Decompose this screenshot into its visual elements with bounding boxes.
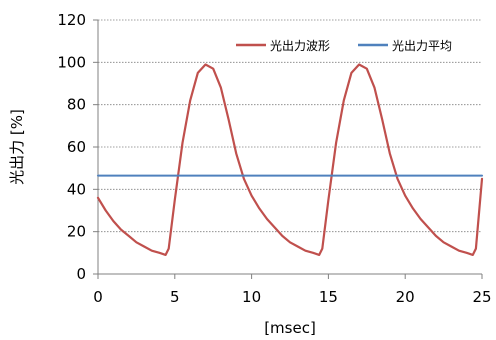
x-tick-label: 0: [93, 288, 103, 306]
y-tick-label: 0: [76, 265, 86, 283]
legend-label-1: 光出力波形: [270, 39, 330, 53]
x-tick-label: 5: [170, 288, 180, 306]
y-tick-label: 40: [67, 180, 86, 198]
gridlines: [98, 19, 482, 233]
x-tick-label: 25: [472, 288, 491, 306]
x-tick-label: 10: [242, 288, 261, 306]
x-axis-title: [msec]: [264, 319, 316, 337]
y-tick-label: 100: [57, 53, 86, 71]
series-group: [96, 63, 484, 256]
y-tick-label: 120: [57, 11, 86, 29]
legend: 光出力波形 光出力平均: [236, 39, 452, 53]
y-axis-title: 光出力 [%]: [8, 109, 26, 185]
tick-labels: 0 20 40 60 80 100 120 0 5 10 15 20 25: [57, 11, 491, 306]
x-tick-label: 15: [319, 288, 338, 306]
y-tick-label: 20: [67, 223, 86, 241]
x-tick-label: 20: [396, 288, 415, 306]
y-tick-label: 60: [67, 138, 86, 156]
axes: [93, 19, 483, 279]
legend-label-2: 光出力平均: [392, 39, 452, 53]
y-tick-label: 80: [67, 96, 86, 114]
series-line-1: [96, 63, 484, 256]
